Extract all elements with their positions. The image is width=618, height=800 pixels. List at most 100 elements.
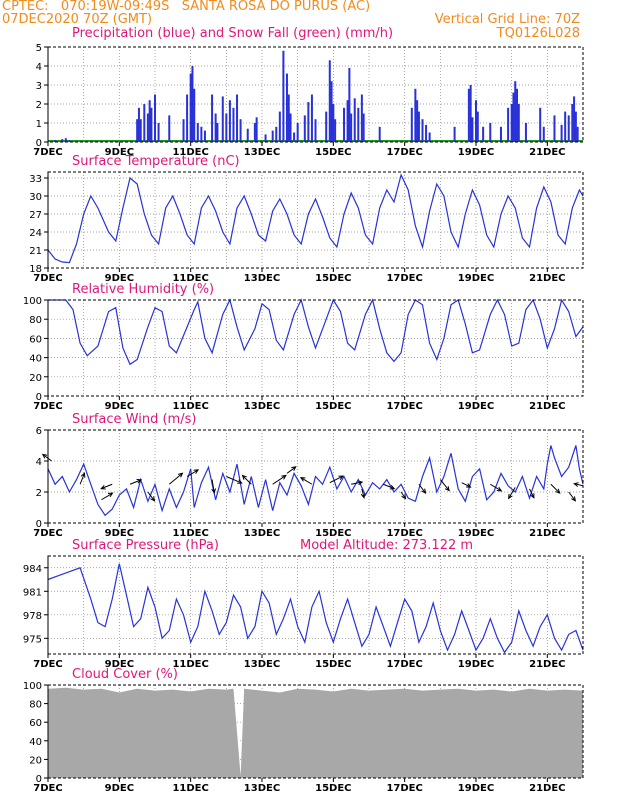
x-tick-label: 13DEC	[244, 273, 280, 284]
y-tick-label: 975	[23, 634, 42, 645]
precip-bar	[143, 104, 146, 142]
precip-bar	[196, 123, 199, 142]
wind-arrow-head	[571, 496, 577, 502]
precip-bar	[353, 98, 356, 142]
precip-bar	[362, 113, 365, 142]
precip-bar	[567, 115, 570, 142]
series-line	[47, 173, 584, 264]
x-tick-label: 7DEC	[33, 273, 62, 284]
x-tick-label: 21DEC	[529, 273, 565, 284]
precip-bar	[330, 81, 333, 142]
x-tick-label: 17DEC	[386, 659, 422, 670]
y-tick-label: 60	[29, 334, 42, 345]
precip-bar	[289, 113, 292, 142]
wind-arrow-head	[237, 479, 243, 484]
cloud-cover-area	[48, 687, 583, 778]
precip-bar	[203, 130, 206, 142]
precip-bar	[539, 107, 542, 142]
wind-arrow-head	[177, 472, 184, 478]
x-tick-label: 15DEC	[315, 528, 351, 539]
wind-arrow-head	[421, 488, 427, 494]
precip-bar	[573, 96, 576, 142]
panel-title: Cloud Cover (%)	[72, 667, 178, 682]
wind-arrow	[286, 466, 297, 474]
x-tick-label: 9DEC	[105, 783, 134, 794]
wind-arrow-head	[338, 475, 344, 480]
precip-bar	[225, 113, 228, 142]
wind-arrow	[129, 479, 142, 485]
wind-arrow	[272, 475, 287, 485]
precip-bar	[139, 119, 142, 142]
y-tick-label: 60	[29, 718, 42, 729]
y-tick-label: 18	[29, 264, 42, 275]
x-tick-label: 7DEC	[33, 659, 62, 670]
precip-bar	[564, 111, 567, 142]
y-tick-label: 0	[36, 138, 42, 149]
wind-arrow	[329, 475, 344, 484]
precip-bar	[68, 140, 71, 142]
precip-bar	[232, 107, 235, 142]
precip-bar	[253, 123, 256, 142]
precip-bar	[54, 140, 57, 142]
precip-bar	[414, 88, 417, 142]
precip-bar	[453, 126, 456, 142]
x-tick-label: 17DEC	[386, 273, 422, 284]
x-tick-label: 19DEC	[458, 659, 494, 670]
wind-arrow	[439, 479, 450, 491]
precip-bar	[186, 94, 189, 142]
precip-bar	[137, 107, 140, 142]
precip-bar	[275, 126, 278, 142]
wind-arrow	[79, 473, 85, 485]
x-tick-label: 21DEC	[529, 528, 565, 539]
y-tick-label: 20	[29, 373, 42, 384]
precip-bar	[182, 119, 185, 142]
y-tick-label: 33	[29, 174, 42, 185]
y-tick-label: 80	[29, 700, 42, 711]
wind-arrow-head	[241, 474, 247, 480]
precip-bar	[211, 94, 214, 142]
wind-arrow-head	[496, 486, 503, 492]
precip-bar	[517, 104, 520, 142]
precip-bar	[264, 134, 267, 142]
precip-bar	[296, 123, 299, 142]
panel-frame	[47, 684, 584, 779]
wind-arrow	[529, 488, 535, 498]
precip-bar	[255, 117, 258, 142]
y-tick-label: 24	[29, 228, 42, 239]
precip-bar	[469, 85, 472, 142]
precip-bar	[467, 88, 470, 142]
precip-bar	[489, 123, 492, 142]
wind-arrow-head	[211, 488, 217, 494]
wind-arrow	[101, 492, 113, 501]
x-tick-label: 11DEC	[172, 528, 208, 539]
precip-bar	[516, 88, 519, 142]
precip-bar	[168, 115, 171, 142]
panel-title: Precipitation (blue) and Snow Fall (gree…	[72, 26, 393, 41]
x-tick-label: 11DEC	[172, 273, 208, 284]
precip-bar	[512, 92, 515, 142]
x-tick-label: 13DEC	[244, 147, 280, 158]
series-line	[47, 563, 584, 654]
precip-bar	[193, 88, 196, 142]
wind-arrow	[242, 475, 252, 485]
x-tick-label: 17DEC	[386, 401, 422, 412]
wind-arrow-head	[360, 493, 366, 499]
x-tick-label: 7DEC	[33, 783, 62, 794]
precip-bar	[246, 128, 249, 142]
precip-bar	[228, 100, 231, 142]
x-tick-label: 9DEC	[105, 659, 134, 670]
precip-bar	[64, 138, 67, 142]
wind-arrow-head	[508, 493, 513, 500]
precip-bar	[271, 130, 274, 142]
precip-bar	[346, 100, 349, 142]
precip-bar	[61, 139, 64, 142]
y-tick-label: 978	[23, 611, 42, 622]
y-tick-label: 80	[29, 315, 42, 326]
wind-arrow	[361, 488, 365, 498]
panel-frame	[47, 171, 584, 269]
x-tick-label: 9DEC	[105, 401, 134, 412]
x-tick-label: 15DEC	[315, 401, 351, 412]
x-tick-label: 11DEC	[172, 783, 208, 794]
wind-arrow-head	[100, 484, 106, 490]
